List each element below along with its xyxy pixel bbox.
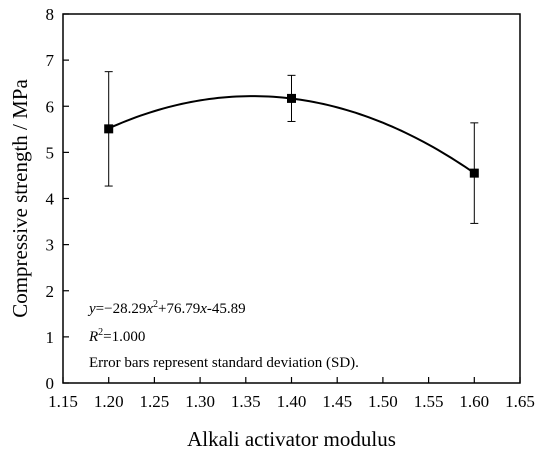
- eq-exponent: 2: [153, 299, 158, 310]
- fit-equation: y=−28.29x2+76.79x-45.89: [87, 299, 246, 317]
- r2-r: R: [88, 329, 98, 345]
- data-point: [287, 93, 296, 103]
- r2-value: =1.000: [103, 329, 145, 345]
- x-tick-label: 1.60: [459, 392, 489, 411]
- eq-coef-a: =−28.29: [96, 301, 147, 317]
- x-tick-label: 1.30: [185, 392, 215, 411]
- y-tick-label: 0: [46, 374, 55, 393]
- r2-exponent: 2: [98, 327, 103, 338]
- eq-y: y: [87, 301, 96, 317]
- y-tick-label: 8: [46, 5, 55, 24]
- x-tick-label: 1.45: [322, 392, 352, 411]
- x-tick-label: 1.55: [414, 392, 444, 411]
- x-tick-label: 1.50: [368, 392, 398, 411]
- data-point: [469, 168, 479, 178]
- y-tick-label: 4: [46, 190, 55, 209]
- r-squared: R2=1.000: [88, 327, 145, 345]
- data-series: [104, 71, 479, 224]
- eq-coef-c: -45.89: [207, 301, 246, 317]
- eq-x-var: x: [199, 301, 207, 317]
- x-axis: 1.15 1.20 1.25 1.30 1.35 1.40 1.45 1.50 1.55 1.60…: [48, 377, 535, 411]
- x-tick-label: 1.15: [48, 392, 78, 411]
- eq-x-squared-var: x: [145, 301, 153, 317]
- x-tick-label: 1.65: [505, 392, 535, 411]
- y-tick-label: 1: [46, 328, 55, 347]
- x-tick-label: 1.20: [94, 392, 124, 411]
- data-point: [104, 124, 114, 134]
- x-axis-title: Alkali activator modulus: [187, 427, 396, 451]
- y-tick-label: 7: [46, 51, 55, 70]
- x-tick-label: 1.25: [140, 392, 170, 411]
- x-tick-label: 1.40: [277, 392, 307, 411]
- plot-frame: [62, 13, 521, 384]
- y-tick-label: 2: [46, 282, 55, 301]
- y-tick-label: 6: [46, 97, 55, 116]
- error-bar-note: Error bars represent standard deviation …: [89, 355, 359, 371]
- eq-coef-b: +76.79: [158, 301, 200, 317]
- y-tick-label: 3: [46, 236, 55, 255]
- y-axis: 0 1 2 3 4 5 6 7 8: [46, 5, 69, 393]
- y-tick-label: 5: [46, 143, 55, 162]
- y-axis-title: Compressive strength / MPa: [8, 79, 32, 318]
- x-tick-label: 1.35: [231, 392, 261, 411]
